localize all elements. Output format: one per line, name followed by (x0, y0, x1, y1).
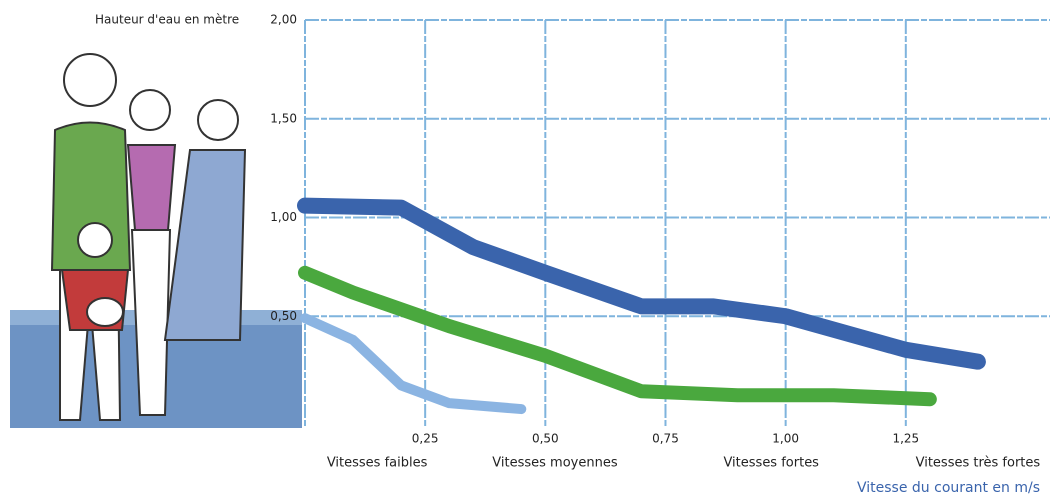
x-tick-label: 0,50 (532, 432, 559, 446)
y-axis-label: Hauteur d'eau en mètre (95, 13, 239, 27)
data-line (305, 206, 978, 362)
y-tick-label: 2,00 (270, 13, 297, 27)
annotation: Vitesses moyennes (492, 456, 618, 471)
x-tick-label: 1,00 (772, 432, 799, 446)
x-tick-label: 0,25 (412, 432, 439, 446)
annotation: Vitesses faibles (327, 456, 428, 471)
chart: Hauteur d'eau en mètre Vitesse du couran… (0, 0, 1060, 498)
illustration (10, 54, 302, 428)
x-tick-label: 0,75 (652, 432, 679, 446)
x-axis-label: Vitesse du courant en m/s (857, 480, 1040, 496)
y-tick-label: 1,00 (270, 210, 297, 224)
annotation: Vitesses fortes (723, 456, 819, 471)
y-tick-label: 0,50 (270, 309, 297, 323)
y-tick-label: 1,50 (270, 111, 297, 125)
annotation: Vitesses très fortes (916, 456, 1041, 471)
x-tick-label: 1,25 (892, 432, 919, 446)
